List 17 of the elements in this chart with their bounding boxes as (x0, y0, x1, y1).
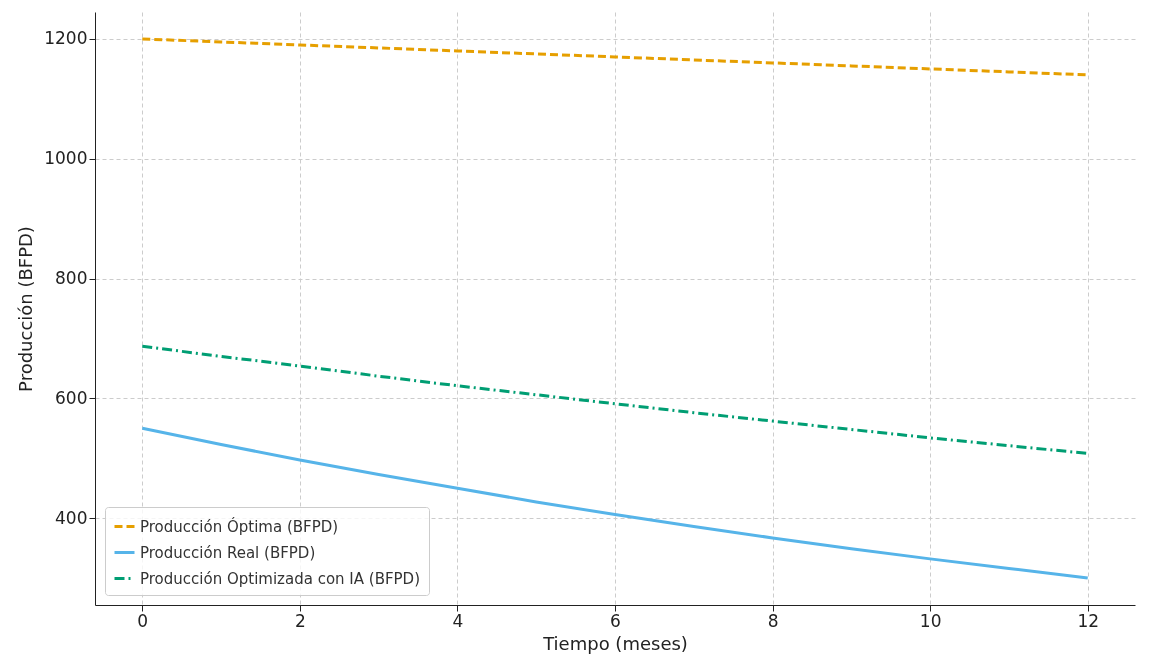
y-tick-label: 600 (55, 387, 88, 408)
legend-label: Producción Real (BFPD) (140, 543, 316, 562)
x-tick-label: 4 (452, 610, 464, 631)
x-tick-label: 8 (767, 610, 779, 631)
y-tick-label: 400 (55, 507, 88, 528)
x-tick-label: 6 (610, 610, 621, 631)
y-axis-title: Producción (BFPD) (15, 226, 37, 392)
y-tick-label: 800 (55, 268, 88, 289)
x-axis-title: Tiempo (meses) (542, 632, 688, 654)
y-tick-label: 1000 (44, 148, 88, 169)
y-tick-label: 1200 (44, 28, 88, 49)
x-tick-label: 10 (919, 610, 942, 631)
x-tick-label: 12 (1077, 610, 1100, 631)
x-tick-label: 2 (294, 610, 306, 631)
x-tick-label: 0 (137, 610, 149, 631)
legend-label: Producción Optimizada con IA (BFPD) (140, 569, 421, 588)
legend-label: Producción Óptima (BFPD) (140, 516, 339, 536)
